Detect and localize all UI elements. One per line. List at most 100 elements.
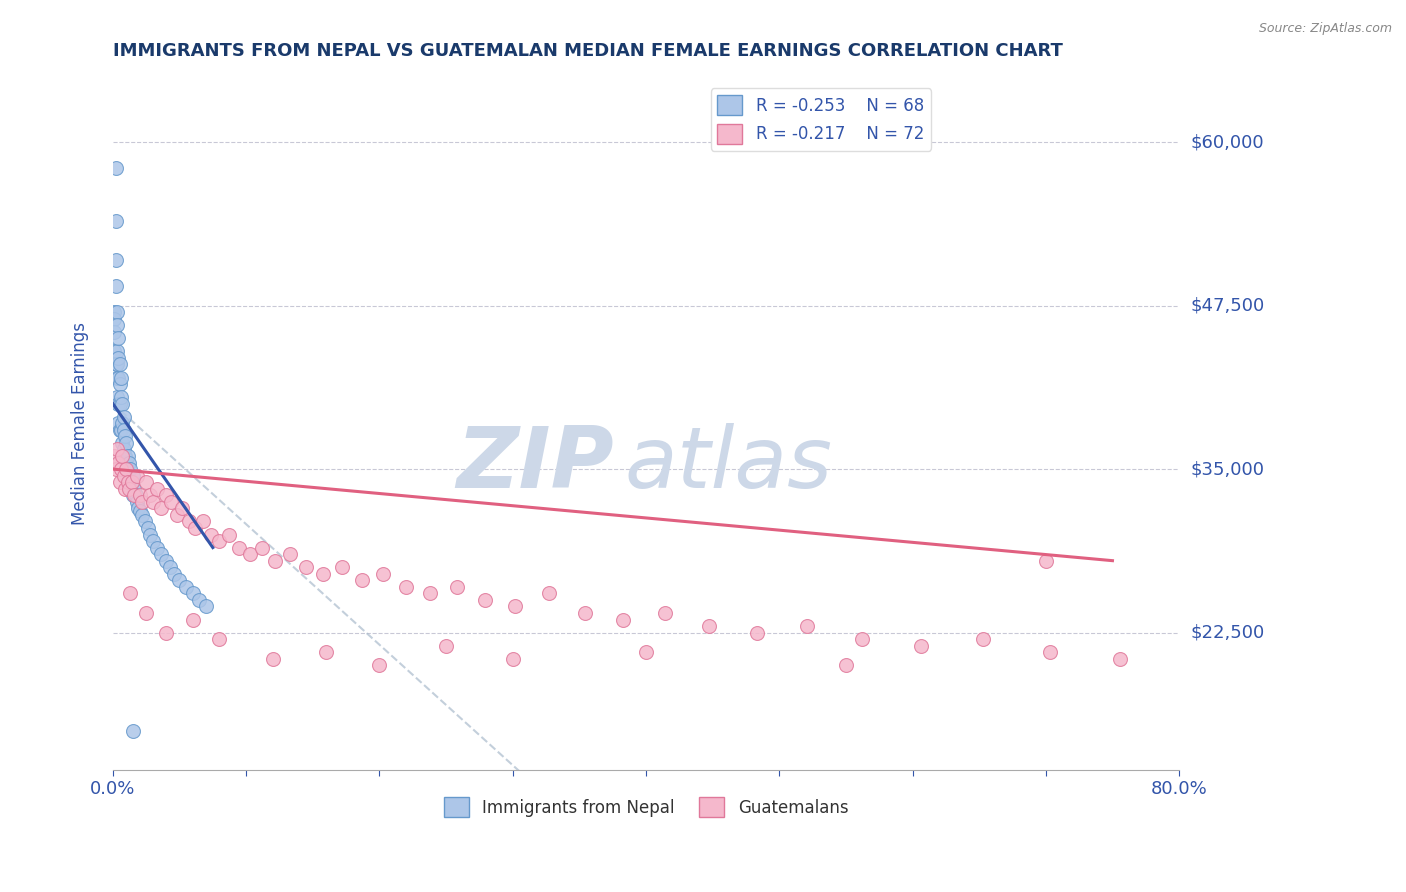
Point: [174, 580, 197, 594]
Point: [419, 586, 441, 600]
Point: [121, 488, 143, 502]
Text: $35,000: $35,000: [1191, 460, 1264, 478]
Point: [193, 515, 215, 529]
Point: [634, 645, 657, 659]
Point: [114, 429, 136, 443]
Point: [146, 482, 169, 496]
Point: [108, 377, 131, 392]
Point: [115, 451, 138, 466]
Point: [208, 534, 231, 549]
Point: [135, 606, 157, 620]
Text: $60,000: $60,000: [1191, 133, 1264, 151]
Point: [107, 456, 129, 470]
Point: [125, 468, 148, 483]
Point: [1035, 554, 1057, 568]
Point: [118, 456, 141, 470]
Point: [239, 547, 262, 561]
Point: [110, 462, 132, 476]
Point: [115, 468, 138, 483]
Point: [200, 527, 222, 541]
Point: [114, 449, 136, 463]
Point: [108, 475, 131, 490]
Point: [160, 495, 183, 509]
Point: [155, 554, 177, 568]
Point: [136, 521, 159, 535]
Point: [163, 566, 186, 581]
Point: [181, 586, 204, 600]
Point: [184, 521, 207, 535]
Point: [114, 482, 136, 496]
Text: atlas: atlas: [624, 424, 832, 507]
Point: [120, 462, 142, 476]
Point: [111, 436, 134, 450]
Point: [181, 613, 204, 627]
Point: [122, 482, 145, 496]
Point: [105, 442, 128, 457]
Point: [250, 541, 273, 555]
Point: [112, 468, 135, 483]
Point: [142, 534, 165, 549]
Text: ZIP: ZIP: [457, 424, 614, 507]
Point: [166, 508, 188, 522]
Text: Source: ZipAtlas.com: Source: ZipAtlas.com: [1258, 22, 1392, 36]
Point: [474, 593, 496, 607]
Point: [118, 482, 141, 496]
Point: [105, 305, 128, 319]
Point: [103, 344, 125, 359]
Point: [128, 488, 150, 502]
Point: [972, 632, 994, 647]
Point: [110, 423, 132, 437]
Point: [105, 370, 128, 384]
Point: [128, 504, 150, 518]
Point: [124, 488, 146, 502]
Point: [139, 527, 162, 541]
Point: [125, 495, 148, 509]
Point: [107, 331, 129, 345]
Point: [208, 632, 231, 647]
Point: [149, 547, 172, 561]
Point: [188, 593, 211, 607]
Point: [177, 515, 200, 529]
Point: [218, 527, 240, 541]
Point: [169, 574, 191, 588]
Point: [112, 423, 135, 437]
Point: [110, 390, 132, 404]
Point: [352, 574, 374, 588]
Point: [502, 652, 524, 666]
Point: [134, 515, 156, 529]
Point: [103, 311, 125, 326]
Point: [107, 370, 129, 384]
Point: [195, 599, 218, 614]
Point: [122, 488, 145, 502]
Point: [103, 449, 125, 463]
Point: [105, 318, 128, 333]
Point: [537, 586, 560, 600]
Point: [159, 560, 181, 574]
Point: [121, 475, 143, 490]
Point: [395, 580, 418, 594]
Point: [110, 370, 132, 384]
Point: [115, 462, 138, 476]
Point: [118, 475, 141, 490]
Point: [104, 358, 127, 372]
Point: [373, 566, 395, 581]
Point: [131, 495, 153, 509]
Point: [315, 645, 337, 659]
Point: [111, 417, 134, 431]
Text: $47,500: $47,500: [1191, 296, 1264, 315]
Point: [111, 397, 134, 411]
Point: [505, 599, 527, 614]
Point: [131, 508, 153, 522]
Point: [434, 639, 457, 653]
Point: [121, 475, 143, 490]
Point: [105, 358, 128, 372]
Point: [312, 566, 335, 581]
Point: [446, 580, 468, 594]
Point: [103, 325, 125, 339]
Point: [295, 560, 318, 574]
Point: [112, 442, 135, 457]
Point: [228, 541, 250, 555]
Point: [117, 465, 139, 479]
Point: [697, 619, 720, 633]
Point: [117, 475, 139, 490]
